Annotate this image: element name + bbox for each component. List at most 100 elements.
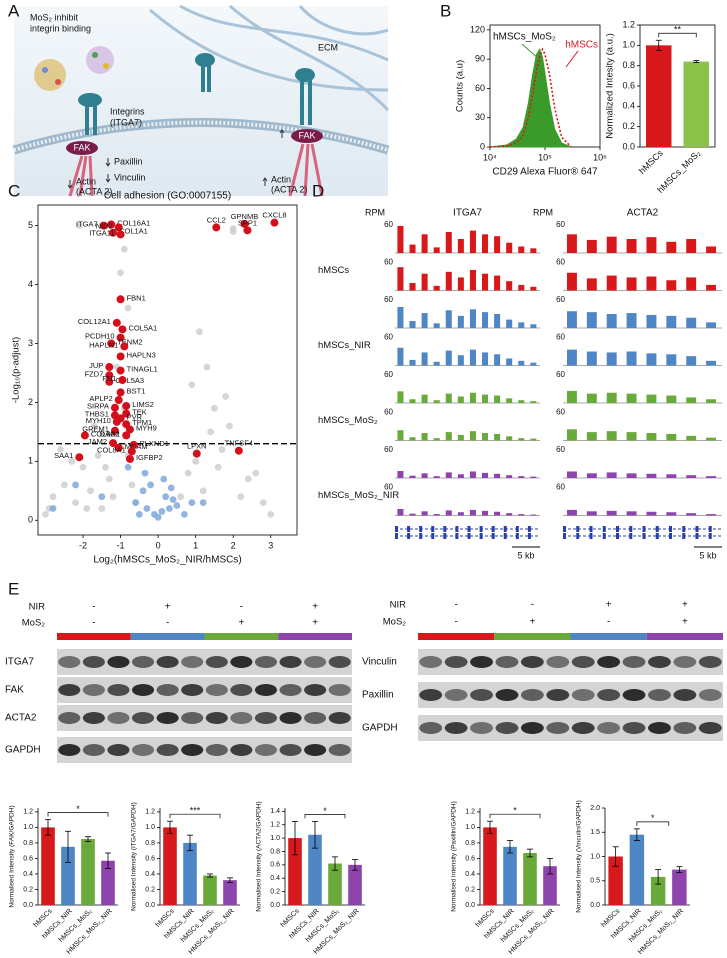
point bbox=[147, 481, 155, 489]
track-bar bbox=[469, 471, 476, 478]
exon bbox=[443, 533, 447, 539]
blot-band bbox=[698, 722, 722, 734]
blot-band bbox=[58, 656, 81, 668]
track-bar bbox=[445, 510, 452, 516]
series-label: hMSCs_MoS₂ bbox=[493, 32, 556, 43]
track-bar bbox=[518, 476, 525, 478]
track-bar bbox=[421, 433, 428, 441]
bar bbox=[223, 880, 237, 905]
exon bbox=[576, 533, 580, 539]
condition-label: hMSCs_MoS₂ bbox=[318, 415, 378, 426]
track-bar bbox=[445, 232, 452, 253]
track-bar bbox=[409, 513, 416, 516]
blot-band bbox=[254, 656, 278, 668]
y-tick-label: 1.0 bbox=[23, 824, 33, 831]
track-bar bbox=[445, 350, 452, 366]
blot-band bbox=[181, 684, 204, 696]
blot-band bbox=[328, 744, 351, 756]
point bbox=[109, 228, 118, 237]
point bbox=[160, 475, 168, 483]
x-tick-label: 10⁵ bbox=[538, 152, 552, 162]
y-tick-label: 0 bbox=[480, 141, 485, 151]
significance-bracket bbox=[304, 814, 346, 819]
point bbox=[98, 493, 106, 501]
treatment-sign: - bbox=[607, 617, 610, 628]
track-bar bbox=[506, 398, 513, 403]
y-tick-label: 1.5 bbox=[590, 829, 600, 836]
point bbox=[125, 454, 134, 463]
plot-frame bbox=[37, 204, 298, 536]
point bbox=[109, 493, 117, 501]
blot-band bbox=[648, 656, 671, 668]
gene-label: ITGA7 bbox=[76, 220, 98, 229]
track-scale: 60 bbox=[384, 445, 393, 454]
x-tick-label: 10⁴ bbox=[483, 152, 497, 162]
track-bar bbox=[494, 511, 501, 516]
track-bar bbox=[494, 395, 501, 403]
blot-band bbox=[230, 684, 253, 696]
track-scale: 60 bbox=[384, 483, 393, 492]
blot-band bbox=[181, 656, 204, 668]
y-tick-label: 0.8 bbox=[270, 848, 280, 855]
track-bar bbox=[686, 277, 697, 291]
exon bbox=[407, 533, 411, 539]
track-bar bbox=[606, 275, 617, 291]
track-bar bbox=[666, 474, 677, 478]
y-tick-label: 0.4 bbox=[145, 871, 155, 878]
track-bar bbox=[482, 510, 489, 516]
point bbox=[199, 487, 207, 495]
gene-label: TENM2 bbox=[117, 337, 142, 346]
track-bar bbox=[666, 315, 677, 328]
gene-label: COL5A1 bbox=[128, 323, 157, 332]
gene-label: HAPLN3 bbox=[127, 350, 156, 359]
track-bar bbox=[530, 248, 537, 253]
exon bbox=[616, 533, 619, 539]
track-bar bbox=[469, 269, 476, 291]
blot-band bbox=[107, 712, 130, 724]
x-tick-label: 3 bbox=[268, 540, 273, 550]
y-tick-label: 0.8 bbox=[145, 840, 155, 847]
significance-label: * bbox=[513, 806, 517, 816]
point bbox=[188, 381, 196, 389]
exon bbox=[642, 533, 646, 539]
treatment-sign: - bbox=[454, 617, 457, 628]
group-bar bbox=[494, 633, 571, 640]
blot-band bbox=[495, 656, 519, 668]
point bbox=[120, 245, 128, 253]
point bbox=[110, 403, 119, 412]
x-tick-label: -2 bbox=[79, 540, 87, 550]
blot-band bbox=[520, 689, 544, 701]
track-bar bbox=[482, 394, 489, 403]
point bbox=[120, 342, 129, 351]
exon bbox=[629, 533, 633, 539]
track-bar bbox=[666, 512, 677, 516]
bar bbox=[683, 61, 709, 147]
blot-band bbox=[495, 722, 519, 734]
blot-band bbox=[571, 656, 595, 668]
track-bar bbox=[586, 473, 597, 478]
point bbox=[162, 493, 170, 501]
paxillin-label: Paxillin bbox=[114, 156, 143, 166]
blot-band bbox=[131, 684, 155, 696]
point bbox=[237, 493, 245, 501]
y-tick-label: 120 bbox=[470, 24, 485, 34]
exon bbox=[407, 526, 411, 532]
x-tick-label: hMSCs bbox=[637, 148, 665, 176]
point bbox=[57, 446, 64, 453]
point bbox=[139, 487, 147, 495]
point bbox=[68, 457, 76, 465]
treatment-sign: - bbox=[166, 618, 169, 629]
track-bar bbox=[469, 431, 476, 441]
point bbox=[112, 417, 121, 426]
schematic: MoS₂ inhibit integrin binding ECM Integr… bbox=[12, 4, 390, 197]
blot-bg bbox=[57, 737, 352, 763]
exon bbox=[563, 526, 566, 532]
x-tick-label: 0 bbox=[156, 540, 161, 550]
gene-label: FN1 bbox=[102, 374, 116, 383]
y-axis-label: Counts (a.u) bbox=[455, 60, 466, 112]
point bbox=[192, 457, 200, 465]
gene-label: GREM1 bbox=[82, 425, 109, 434]
blot-band bbox=[673, 722, 697, 734]
track-bar bbox=[530, 438, 537, 441]
